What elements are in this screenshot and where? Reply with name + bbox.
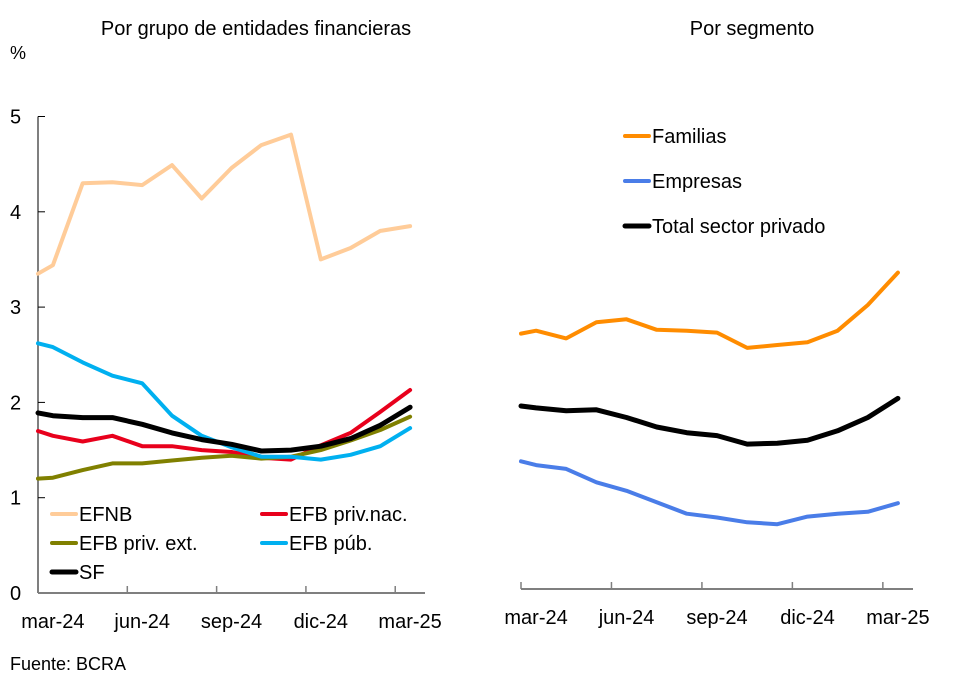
series-line-sf (35, 404, 413, 454)
left-chart: Por grupo de entidades financieras % 0 1 2… (10, 18, 442, 633)
legend-item-sf: SF (49, 562, 105, 584)
left-y-axis-label: % (10, 43, 26, 63)
right-legend: Familias Empresas Total sector privado (622, 126, 825, 238)
left-x-tick-label: sep-24 (201, 611, 262, 633)
source-note: Fuente: BCRA (10, 654, 126, 674)
left-x-tick-label: mar-25 (378, 611, 441, 633)
left-x-tick-label: jun-24 (113, 611, 170, 633)
left-y-tick-label: 2 (10, 392, 21, 414)
legend-label: EFB priv.nac. (289, 504, 408, 526)
legend-item-familias: Familias (623, 126, 726, 148)
left-chart-title: Por grupo de entidades financieras (101, 18, 411, 40)
series-line-efb-priv-ext (36, 414, 413, 481)
left-y-tick-label: 3 (10, 297, 21, 319)
series-line-efb-priv-nac (36, 388, 413, 462)
legend-item-efnb: EFNB (50, 504, 132, 526)
series-line-empresas (519, 459, 900, 527)
left-legend: EFNB EFB priv.nac. EFB priv. ext. EFB púb. S… (49, 504, 408, 584)
series-line-familias (519, 270, 900, 350)
left-y-tick-label: 4 (10, 202, 21, 224)
right-chart: Por segmento mar-24 jun-24 sep-24 dic-24 mar… (504, 18, 929, 629)
legend-label: Familias (652, 126, 726, 148)
left-y-tick-label: 0 (10, 583, 21, 605)
legend-label: Empresas (652, 171, 742, 193)
legend-label: EFNB (79, 504, 132, 526)
left-y-tick-label: 5 (10, 107, 21, 129)
right-x-tick-label: dic-24 (780, 607, 834, 629)
right-x-tick-label: jun-24 (598, 607, 655, 629)
left-x-tick-label: dic-24 (294, 611, 348, 633)
right-x-tick-label: mar-24 (504, 607, 567, 629)
series-line-efnb (36, 132, 413, 276)
legend-item-efb-priv-nac: EFB priv.nac. (260, 504, 408, 526)
legend-item-efb-priv-ext: EFB priv. ext. (50, 533, 198, 555)
legend-label: SF (79, 562, 105, 584)
legend-item-empresas: Empresas (623, 171, 742, 193)
left-x-tick-label: mar-24 (21, 611, 84, 633)
right-x-tick-label: sep-24 (686, 607, 747, 629)
legend-label: EFB priv. ext. (79, 533, 198, 555)
legend-label: Total sector privado (652, 216, 825, 238)
right-chart-title: Por segmento (690, 18, 815, 40)
legend-label: EFB púb. (289, 533, 372, 555)
legend-item-total-sector-privado: Total sector privado (622, 216, 825, 238)
series-line-total-sector-privado (518, 395, 901, 447)
right-x-tick-label: mar-25 (866, 607, 929, 629)
legend-item-efb-pub: EFB púb. (260, 533, 372, 555)
left-y-tick-label: 1 (10, 488, 21, 510)
